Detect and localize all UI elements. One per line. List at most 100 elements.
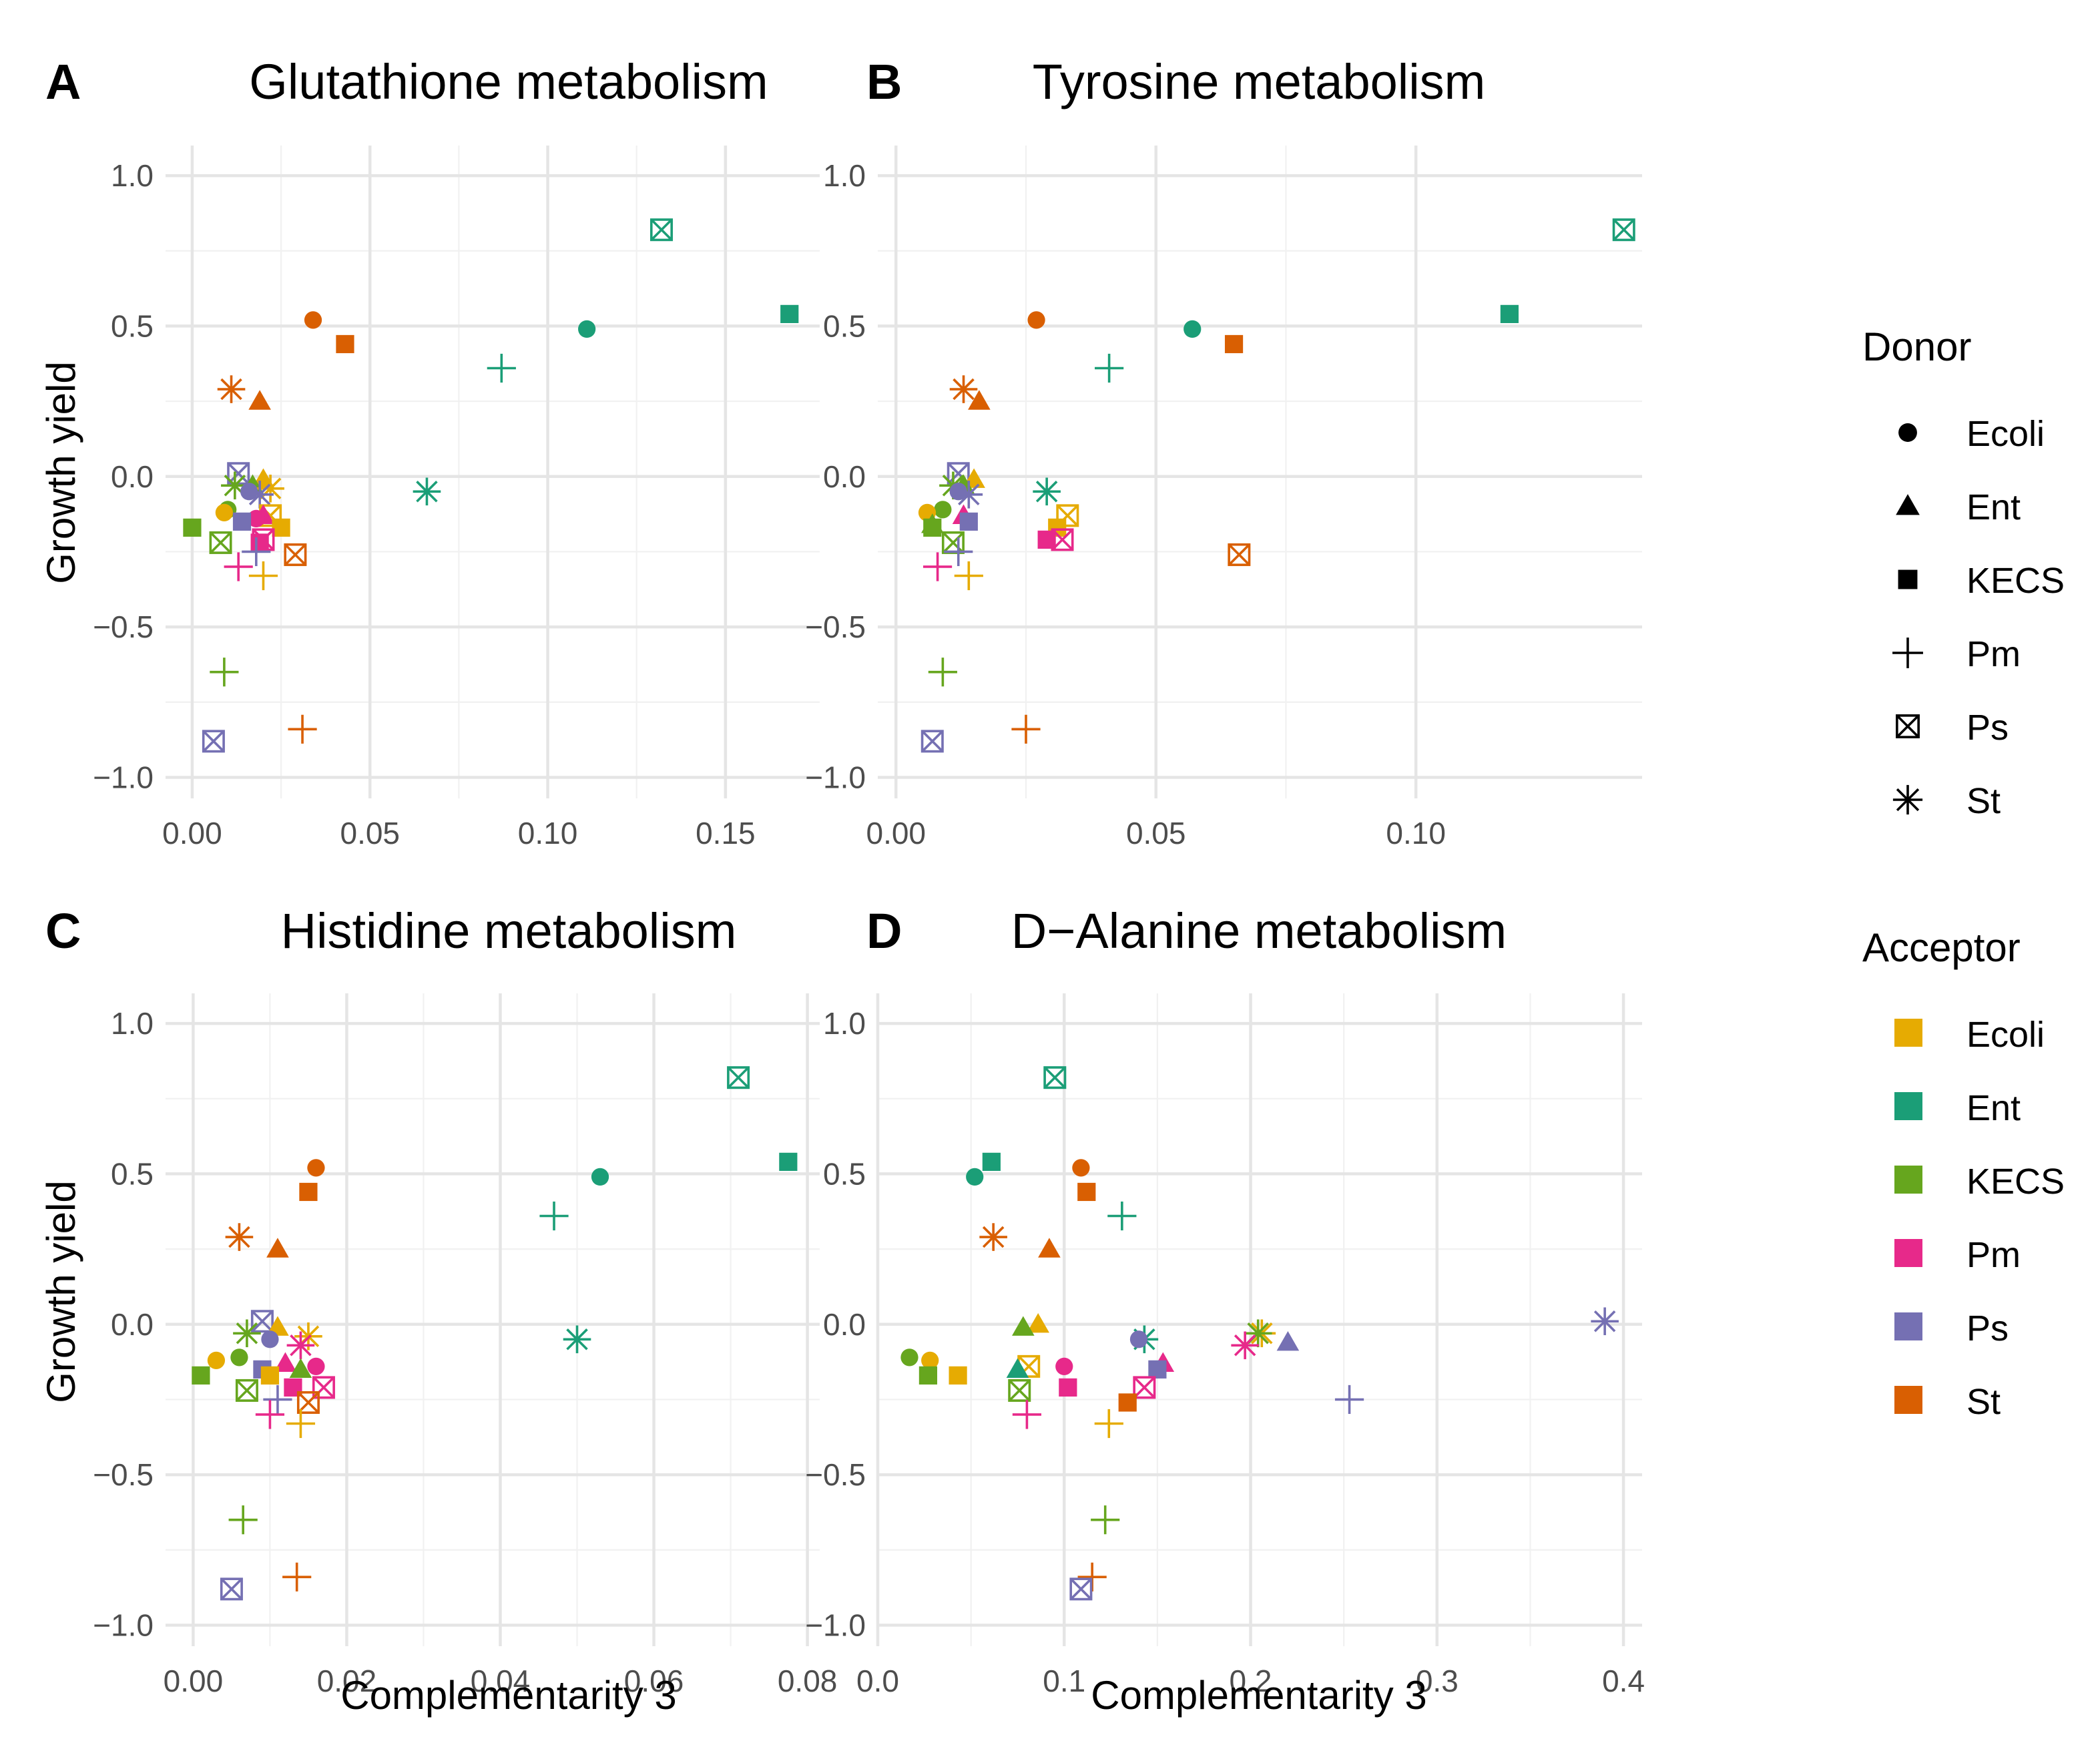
data-point-ecoli-to-ecoli bbox=[215, 503, 234, 521]
x-tick-label: 0.02 bbox=[317, 1664, 377, 1698]
y-tick-label: −0.5 bbox=[93, 1457, 154, 1492]
y-tick-label: 0.0 bbox=[111, 1307, 154, 1342]
data-point-ecoli-to-st bbox=[1027, 311, 1045, 329]
data-point-kecs-to-ecoli bbox=[260, 1366, 280, 1385]
data-point-kecs-to-kecs bbox=[918, 1366, 938, 1385]
data-point-pm-to-kecs bbox=[210, 658, 239, 687]
legend-donor-ent: Ent bbox=[1896, 487, 2021, 527]
data-point-ps-to-ent bbox=[649, 218, 673, 242]
grid-lines bbox=[876, 993, 1642, 1646]
data-point-ecoli-to-ent bbox=[591, 1168, 609, 1186]
data-point-ps-to-st bbox=[1228, 543, 1251, 566]
panel-d: D D−Alanine metabolism 1.0 0.5 0.0 −0.5 −1.0… bbox=[805, 903, 1645, 1718]
y-tick-label: 0.5 bbox=[111, 1156, 154, 1191]
data-point-ent-to-pm bbox=[274, 1352, 297, 1372]
x-tick-label: 0.05 bbox=[340, 816, 400, 850]
panel-letter-c: C bbox=[45, 903, 81, 959]
y-tick-label: −1.0 bbox=[805, 760, 866, 794]
data-point-ps-to-ent bbox=[727, 1066, 750, 1089]
data-point-ent-to-st bbox=[968, 390, 991, 410]
data-point-pm-to-pm bbox=[224, 552, 253, 581]
data-point-st-to-pm bbox=[286, 1331, 315, 1360]
plot-area-c: 1.0 0.5 0.0 −0.5 −1.0 0.00 0.02 0.04 0.06 0.08 bbox=[93, 993, 837, 1698]
y-tick-label: 0.5 bbox=[823, 1156, 866, 1191]
data-point-kecs-to-st bbox=[1077, 1182, 1096, 1202]
data-point-st-to-kecs bbox=[233, 1319, 261, 1348]
data-point-ecoli-to-kecs bbox=[934, 501, 952, 519]
data-point-ent-to-ps bbox=[1276, 1331, 1300, 1351]
data-point-ecoli-to-pm bbox=[1055, 1357, 1073, 1375]
data-point-st-to-ecoli bbox=[256, 474, 284, 503]
data-point-kecs-to-ps bbox=[959, 512, 978, 531]
y-tick-label: 0.0 bbox=[111, 459, 154, 494]
grid-lines bbox=[166, 146, 820, 798]
legend-acceptor-ps: Ps bbox=[1894, 1308, 2009, 1348]
x-tick-label: 0.00 bbox=[866, 816, 926, 850]
data-point-pm-to-pm bbox=[1012, 1400, 1042, 1429]
data-point-st-to-ent bbox=[413, 477, 441, 506]
data-point-ent-to-ecoli bbox=[252, 468, 275, 488]
y-tick-label: 1.0 bbox=[823, 1006, 866, 1041]
y-tick-label: 1.0 bbox=[111, 1006, 154, 1041]
x-tick-label: 0.08 bbox=[778, 1664, 838, 1698]
panel-b-title: Tyrosine metabolism bbox=[1033, 54, 1486, 109]
legend-acceptor-label: KECS bbox=[1966, 1162, 2065, 1202]
data-point-pm-to-ps bbox=[263, 1385, 292, 1415]
data-point-ecoli-to-ent bbox=[1184, 320, 1202, 338]
data-point-pm-to-ecoli bbox=[1094, 1409, 1123, 1439]
legend-donor-square-icon bbox=[1898, 569, 1918, 589]
data-point-ecoli-to-ecoli bbox=[207, 1351, 226, 1369]
panel-a-ylabel: Growth yield bbox=[39, 361, 83, 583]
legend-donor-label: Ent bbox=[1966, 487, 2021, 527]
grid-lines bbox=[166, 993, 820, 1646]
data-point-kecs-to-ps bbox=[232, 512, 252, 531]
data-point-pm-to-ecoli bbox=[954, 561, 983, 591]
panel-letter-d: D bbox=[866, 903, 902, 959]
legend-donor-items: Ecoli Ent KECS Pm Ps St bbox=[1892, 414, 2065, 821]
data-point-ps-to-kecs bbox=[235, 1379, 258, 1402]
x-tick-label: 0.04 bbox=[471, 1664, 531, 1698]
y-tick-label: −0.5 bbox=[93, 609, 154, 644]
y-tick-label: 1.0 bbox=[823, 158, 866, 193]
data-point-pm-to-kecs bbox=[1091, 1505, 1120, 1535]
data-point-kecs-to-pm bbox=[1059, 1378, 1077, 1397]
x-tick-label: 0.4 bbox=[1602, 1664, 1645, 1698]
data-point-st-to-pm bbox=[1231, 1331, 1259, 1360]
legend-acceptor-label: Ent bbox=[1966, 1088, 2021, 1128]
data-point-pm-to-ps bbox=[944, 537, 973, 567]
legend-acceptor-swatch bbox=[1894, 1019, 1922, 1047]
data-point-ecoli-to-st bbox=[304, 311, 322, 329]
data-point-kecs-to-st bbox=[1224, 334, 1244, 354]
y-tick-label: −1.0 bbox=[805, 1607, 866, 1642]
data-point-kecs-to-st bbox=[336, 334, 354, 354]
legend-acceptor-items: Ecoli Ent KECS Pm Ps St bbox=[1894, 1015, 2065, 1422]
data-point-pm-to-st bbox=[1011, 714, 1041, 744]
data-point-ps-to-st bbox=[284, 543, 307, 566]
data-point-ps-to-ent bbox=[1043, 1066, 1067, 1089]
data-point-kecs-to-st bbox=[1118, 1393, 1137, 1412]
data-point-st-to-st bbox=[225, 1223, 254, 1251]
data-point-pm-to-ent bbox=[487, 353, 516, 383]
data-point-kecs-to-ecoli bbox=[949, 1366, 967, 1385]
data-point-kecs-to-ps bbox=[1148, 1360, 1167, 1379]
panel-d-xlabel: Complementarity 3 bbox=[1091, 1673, 1427, 1718]
data-point-ecoli-to-ps bbox=[1129, 1330, 1148, 1348]
legend-acceptor-swatch bbox=[1894, 1312, 1922, 1340]
legend-acceptor-label: Pm bbox=[1966, 1235, 2021, 1275]
panel-letter-a: A bbox=[45, 54, 81, 109]
x-tick-label: 0.15 bbox=[696, 816, 756, 850]
y-tick-label: 1.0 bbox=[111, 158, 154, 193]
data-point-st-to-st bbox=[217, 375, 246, 403]
legend-donor-label: Pm bbox=[1966, 634, 2021, 674]
legend-donor-ps: Ps bbox=[1896, 708, 2009, 748]
data-point-ps-to-ps bbox=[250, 1310, 274, 1333]
legend-donor-ecoli: Ecoli bbox=[1898, 414, 2045, 454]
legend-donor-plus-icon bbox=[1892, 638, 1923, 668]
legend-donor-title: Donor bbox=[1862, 324, 1971, 369]
legend-donor-label: Ecoli bbox=[1966, 414, 2045, 454]
data-point-st-to-ps bbox=[955, 481, 983, 509]
data-point-pm-to-st bbox=[282, 1562, 312, 1591]
data-point-ps-to-ps bbox=[202, 730, 225, 753]
plot-area-a: 1.0 0.5 0.0 −0.5 −1.00.00 0.05 0.10 0.15 bbox=[93, 146, 820, 850]
data-point-kecs-to-ecoli bbox=[272, 518, 290, 537]
